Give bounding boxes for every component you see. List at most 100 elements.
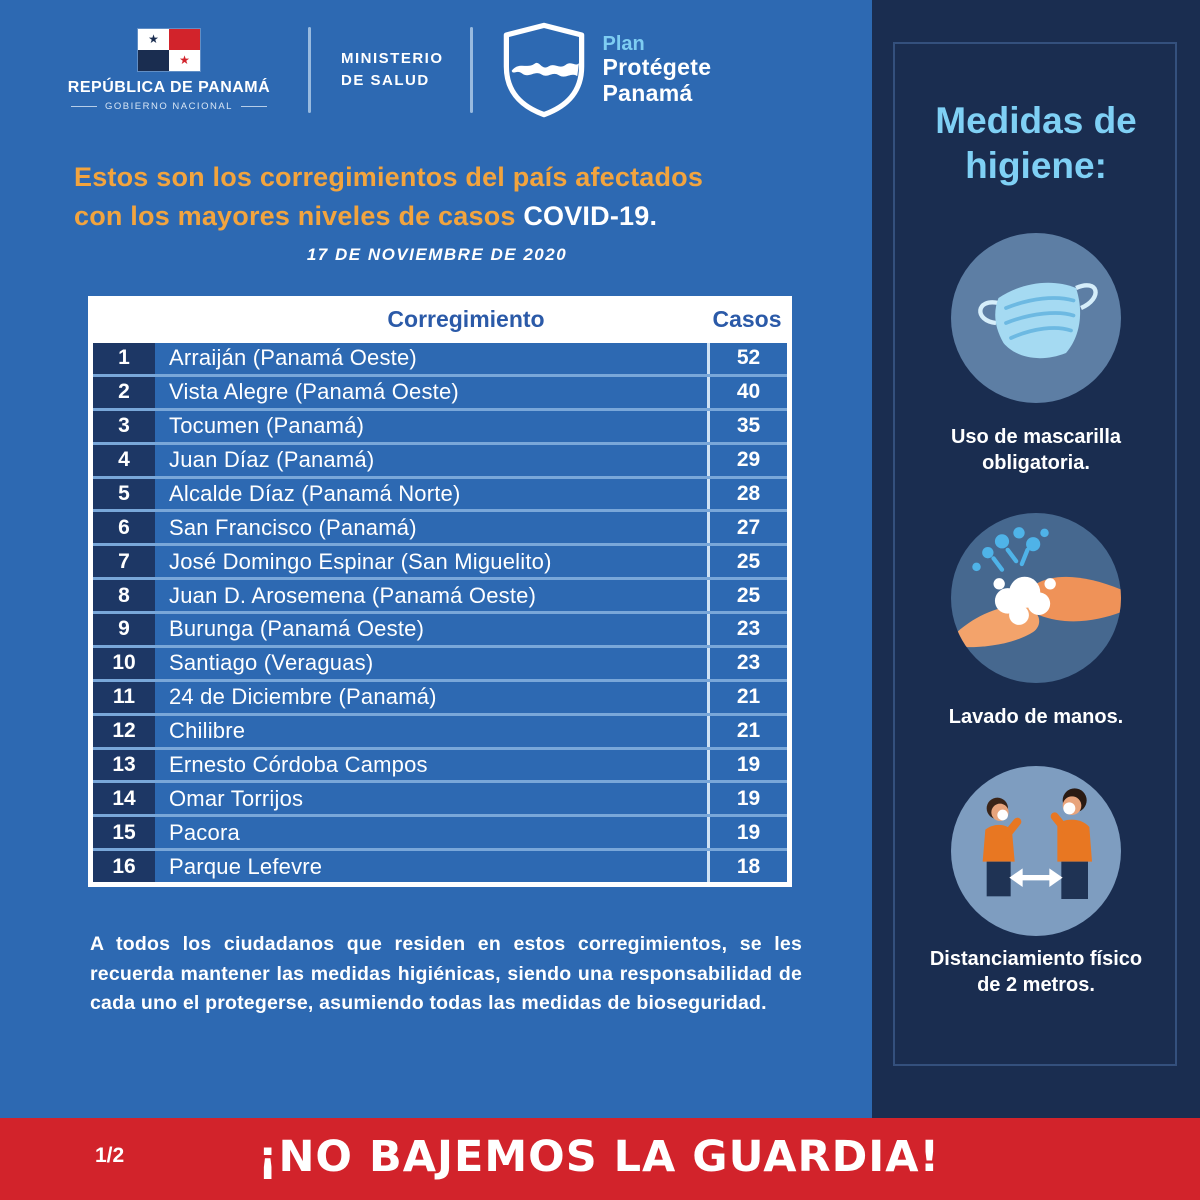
table-row: 14 Omar Torrijos 19 [93, 783, 787, 815]
row-rank: 6 [93, 512, 155, 544]
plan-word: Plan [602, 33, 645, 56]
row-cases: 23 [707, 647, 787, 679]
row-corregimiento: Juan Díaz (Panamá) [155, 444, 707, 476]
ministry-line1: MINISTERIO [341, 49, 444, 67]
row-rank: 1 [93, 343, 155, 374]
row-rank: 12 [93, 715, 155, 747]
row-cases: 52 [707, 343, 787, 374]
row-corregimiento: Burunga (Panamá Oeste) [155, 614, 707, 645]
row-rank: 2 [93, 376, 155, 408]
cases-column-header: Casos [712, 306, 782, 332]
row-rank: 11 [93, 681, 155, 713]
table-row: 6 San Francisco (Panamá) 27 [93, 512, 787, 544]
row-rank: 16 [93, 851, 155, 882]
row-cases: 40 [707, 376, 787, 408]
row-corregimiento: Ernesto Córdoba Campos [155, 749, 707, 781]
hygiene-item-label: Lavado de manos. [948, 706, 1124, 728]
ministry-line2: DE SALUD [341, 72, 430, 89]
row-corregimiento: Arraiján (Panamá Oeste) [155, 343, 707, 374]
row-corregimiento: Vista Alegre (Panamá Oeste) [155, 376, 707, 408]
row-cases: 29 [707, 444, 787, 476]
row-cases: 21 [707, 681, 787, 713]
row-cases: 25 [707, 580, 787, 611]
flag-quadrant-star-blue: ★ [138, 28, 169, 50]
row-cases: 28 [707, 478, 787, 510]
plan-logo-text: Plan Protégete Panamá [603, 33, 712, 107]
row-cases: 19 [707, 783, 787, 815]
row-corregimiento: Omar Torrijos [155, 783, 707, 815]
physical-distancing-illustration [982, 788, 1092, 899]
plan-word: Panamá [602, 80, 693, 107]
row-cases: 21 [707, 715, 787, 747]
row-cases: 23 [707, 614, 787, 645]
row-rank: 14 [93, 783, 155, 815]
row-corregimiento: José Domingo Espinar (San Miguelito) [155, 546, 707, 578]
row-cases: 35 [707, 410, 787, 442]
flag-quadrant-star-red: ★ [169, 49, 200, 71]
table-row: 9 Burunga (Panamá Oeste) 23 [93, 614, 787, 645]
flag-quadrant-blue [138, 49, 169, 71]
cases-table: Corregimiento Casos 1 Arraiján (Panamá Oe… [88, 296, 792, 887]
panama-government-logo: ★ ★ REPÚBLICA DE PANAMÁ GOBIERNO NACIONA… [58, 28, 280, 112]
row-rank: 13 [93, 749, 155, 781]
row-corregimiento: Juan D. Arosemena (Panamá Oeste) [155, 580, 707, 611]
row-cases: 25 [707, 546, 787, 578]
row-cases: 18 [707, 851, 787, 882]
table-row: 2 Vista Alegre (Panamá Oeste) 40 [93, 376, 787, 408]
row-corregimiento: Pacora [155, 817, 707, 849]
row-rank: 10 [93, 647, 155, 679]
plan-word: Protégete [602, 54, 712, 81]
row-rank: 5 [93, 478, 155, 510]
table-row: 15 Pacora 19 [93, 817, 787, 849]
page-title-line1: Estos son los corregimientos del país af… [74, 158, 800, 197]
row-cases: 19 [707, 817, 787, 849]
page-indicator: 1/2 [95, 1144, 125, 1167]
header-divider [469, 27, 473, 113]
row-corregimiento: Alcalde Díaz (Panamá Norte) [155, 478, 707, 510]
ministry-of-health-label: MINISTERIO DE SALUD [341, 48, 444, 93]
physical-distancing-icon [951, 766, 1121, 936]
row-rank: 7 [93, 546, 155, 578]
row-corregimiento: Santiago (Veraguas) [155, 647, 707, 679]
panama-flag-icon: ★ ★ [138, 28, 200, 71]
campaign-slogan: ¡NO BAJEMOS LA GUARDIA! [257, 1132, 941, 1182]
face-mask-icon [951, 233, 1121, 403]
table-row: 16 Parque Lefevre 18 [93, 851, 787, 882]
plan-protegete-panama-logo: Plan Protégete Panamá [499, 21, 712, 119]
hygiene-sidebar: Medidas de higiene: Uso de mascarilla ob… [872, 0, 1200, 1118]
government-subtitle: GOBIERNO NACIONAL [71, 101, 267, 112]
bottom-banner: 1/2 ¡NO BAJEMOS LA GUARDIA! [0, 1118, 1200, 1200]
row-corregimiento: San Francisco (Panamá) [155, 512, 707, 544]
title-text: con los mayores niveles de casos [74, 201, 516, 232]
table-header-row: Corregimiento Casos [93, 296, 787, 343]
face-mask-illustration [978, 282, 1098, 359]
corregimiento-column-header: Corregimiento [387, 306, 545, 332]
row-rank: 9 [93, 614, 155, 645]
hygiene-item-label: Uso de mascarilla obligatoria. [950, 426, 1122, 474]
covid-highlight: COVID-19. [523, 201, 658, 232]
hand-washing-icon [951, 513, 1121, 683]
table-row: 3 Tocumen (Panamá) 35 [93, 410, 787, 442]
table-row: 11 24 de Diciembre (Panamá) 21 [93, 681, 787, 713]
table-body: 1 Arraiján (Panamá Oeste) 52 2 Vista Alegre … [93, 343, 787, 882]
table-row: 5 Alcalde Díaz (Panamá Norte) 28 [93, 478, 787, 510]
table-row: 10 Santiago (Veraguas) 23 [93, 647, 787, 679]
page-title-line2: con los mayores niveles de casos COVID-1… [74, 197, 800, 236]
flag-quadrant-red [169, 28, 200, 50]
row-cases: 19 [707, 749, 787, 781]
row-corregimiento: 24 de Diciembre (Panamá) [155, 681, 707, 713]
row-rank: 3 [93, 410, 155, 442]
table-row: 4 Juan Díaz (Panamá) 29 [93, 444, 787, 476]
title-text: Estos son los corregimientos del país af… [74, 162, 704, 192]
table-row: 1 Arraiján (Panamá Oeste) 52 [93, 343, 787, 374]
shield-icon [503, 22, 584, 118]
advisory-note: A todos los ciudadanos que residen en es… [90, 933, 802, 1015]
row-corregimiento: Tocumen (Panamá) [155, 410, 707, 442]
row-rank: 4 [93, 444, 155, 476]
hand-washing-illustration [951, 527, 1121, 648]
row-cases: 27 [707, 512, 787, 544]
table-row: 13 Ernesto Córdoba Campos 19 [93, 749, 787, 781]
sidebar-title: Medidas de higiene: [935, 100, 1137, 187]
table-row: 7 José Domingo Espinar (San Miguelito) 25 [93, 546, 787, 578]
